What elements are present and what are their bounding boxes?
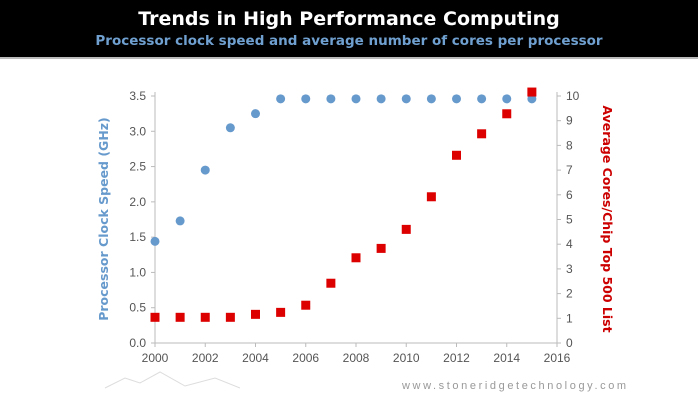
x-tick-label: 2014 (493, 351, 520, 365)
cores-point (401, 224, 411, 234)
clock-speed-point (477, 94, 487, 104)
y-left-tick-label: 0.0 (129, 336, 146, 350)
cores-point (150, 312, 160, 322)
clock-speed-point (251, 109, 260, 119)
y-left-tick-label: 2.5 (129, 160, 146, 174)
x-tick-label: 2006 (292, 351, 319, 365)
y-right-tick-label: 0 (566, 336, 573, 350)
cores-point (376, 243, 386, 253)
y-left-tick-label: 0.5 (129, 301, 146, 315)
mountain-logo (104, 371, 241, 389)
x-tick-label: 2008 (343, 351, 370, 365)
cores-point (301, 300, 311, 310)
clock-speed-point (376, 94, 386, 104)
chart-title: Trends in High Performance Computing (138, 8, 560, 30)
y-right-tick-label: 10 (566, 89, 580, 103)
cores-point (276, 307, 286, 317)
x-tick-label: 2016 (544, 351, 571, 365)
y-right-tick-label: 4 (566, 237, 573, 251)
x-tick-label: 2002 (192, 351, 219, 365)
footer-url: www.stoneridgetechnology.com (402, 380, 629, 392)
x-tick-label: 2000 (142, 351, 169, 365)
y-right-tick-label: 2 (566, 287, 573, 301)
clock-speed-point (276, 94, 286, 104)
cores-point (477, 129, 487, 139)
clock-speed-point (301, 94, 311, 104)
y-left-tick-label: 1.5 (129, 230, 146, 244)
y-right-tick-label: 6 (566, 188, 573, 202)
cores-point (326, 278, 336, 288)
y-left-tick-label: 3.0 (129, 124, 146, 138)
clock-speed-point (351, 94, 361, 104)
clock-speed-point (175, 216, 185, 226)
x-tick-label: 2004 (242, 351, 269, 365)
clock-speed-point (426, 94, 436, 104)
y-right-tick-label: 7 (566, 163, 573, 177)
x-tick-label: 2012 (443, 351, 470, 365)
clock-speed-point (527, 94, 537, 104)
y-left-tick-label: 2.0 (129, 195, 146, 209)
y-right-tick-label: 8 (566, 138, 573, 152)
clock-speed-point (225, 123, 235, 133)
clock-speed-point (200, 165, 210, 175)
title-bar: Trends in High Performance Computing Pro… (0, 0, 698, 57)
cores-point (502, 109, 512, 119)
y-left-tick-label: 1.0 (129, 265, 146, 279)
y-right-tick-label: 3 (566, 262, 573, 276)
x-tick-label: 2010 (393, 351, 420, 365)
y-right-tick-label: 1 (566, 311, 573, 325)
cores-point (200, 312, 210, 322)
y-axis-left-label: Processor Clock Speed (GHz) (96, 117, 111, 321)
cores-point (351, 253, 361, 263)
y-axis-right-label: Average Cores/Chip Top 500 List (600, 105, 615, 332)
cores-point (225, 312, 235, 322)
cores-point (251, 309, 260, 319)
divider (0, 57, 698, 59)
y-right-tick-label: 5 (566, 213, 573, 227)
clock-speed-point (452, 94, 461, 104)
clock-speed-point (326, 94, 336, 104)
clock-speed-point (502, 94, 512, 104)
clock-speed-point (150, 236, 160, 246)
y-right-tick-label: 9 (566, 114, 573, 128)
cores-point (527, 87, 537, 97)
y-left-tick-label: 3.5 (129, 89, 146, 103)
clock-speed-point (401, 94, 411, 104)
cores-point (452, 150, 461, 160)
cores-point (175, 312, 185, 322)
chart-subtitle: Processor clock speed and average number… (95, 33, 603, 49)
cores-point (426, 192, 436, 202)
